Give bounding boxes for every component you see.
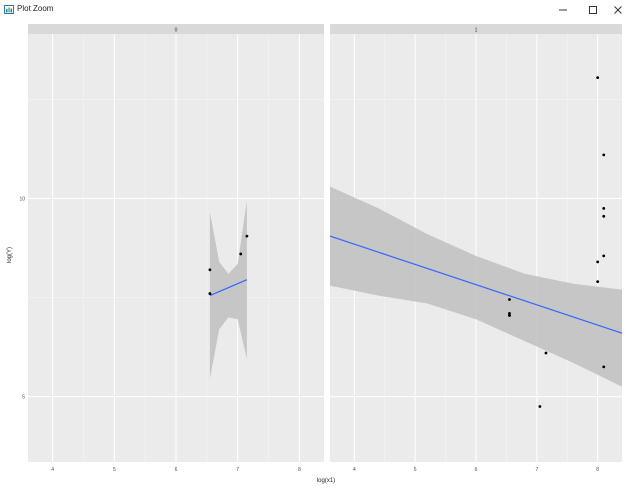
window-title: Plot Zoom [17,4,54,13]
data-point [596,260,600,264]
regression-line [209,279,248,297]
data-point [538,405,542,408]
y-tick-label: 10 [19,196,25,202]
faceted-scatter-plot: log(Y) log(x1) 0 4 5 6 7 8 1 4 5 6 7 8 5 10 [7,24,623,484]
facet-panel-0: 0 4 5 6 7 8 [28,24,324,473]
regression-line [329,235,623,334]
data-point [602,254,606,258]
close-icon [614,6,622,14]
x-tick-label: 7 [236,467,239,473]
x-tick-label: 7 [535,467,538,473]
y-tick-label: 5 [22,395,25,401]
minimize-icon [559,9,567,11]
maximize-icon [589,6,597,14]
y-axis-label: log(Y) [7,247,13,263]
title-bar: Plot Zoom [0,0,626,20]
x-tick-label: 5 [113,467,116,473]
data-point [596,280,600,284]
data-point [508,298,511,301]
facet-strip-label: 1 [475,27,478,33]
plot-zoom-app-icon [4,5,14,14]
confidence-band [330,186,622,387]
data-point [544,351,548,355]
data-point [508,311,511,315]
x-tick-label: 5 [414,467,417,473]
data-point [602,206,606,210]
data-point [602,153,606,157]
x-tick-label: 4 [353,467,356,473]
maximize-button[interactable] [578,0,608,20]
facet-panel-1: 1 4 5 6 7 8 [329,24,623,473]
x-tick-label: 6 [175,467,178,473]
x-tick-label: 8 [298,467,301,473]
data-point [508,313,511,317]
data-point [245,234,249,238]
x-tick-label: 8 [596,467,599,473]
data-point [208,268,212,272]
data-point [239,252,243,256]
data-point [602,365,606,369]
minimize-button[interactable] [548,0,578,20]
facet-strip [28,24,324,34]
data-point [208,292,212,295]
facet-strip [330,24,622,34]
x-tick-label: 6 [475,467,478,473]
close-button[interactable] [603,0,626,20]
x-axis-label: log(x1) [317,478,335,484]
data-point [596,76,600,79]
facet-strip-label: 0 [175,27,178,33]
confidence-band [209,200,247,379]
x-tick-label: 4 [51,467,54,473]
data-point [602,214,606,218]
